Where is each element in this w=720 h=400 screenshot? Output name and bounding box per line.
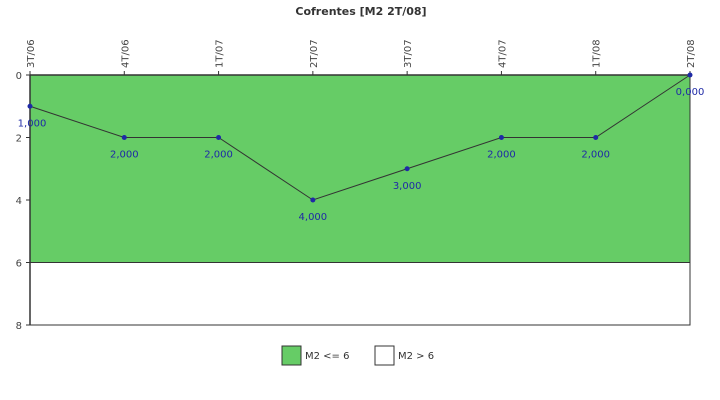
data-label: 2,000	[581, 150, 610, 161]
legend-label-le6: M2 <= 6	[305, 351, 349, 362]
legend-swatch-le6	[281, 345, 302, 366]
legend-label-gt6: M2 > 6	[398, 351, 434, 362]
x-tick-label: 2T/08	[686, 39, 697, 68]
chart-title: Cofrentes [M2 2T/08]	[295, 5, 426, 18]
x-tick-label: 2T/07	[309, 39, 320, 68]
x-tick-label: 4T/06	[120, 39, 131, 68]
data-label: 0,000	[676, 87, 705, 98]
data-label: 2,000	[204, 150, 233, 161]
legend-swatch-gt6	[374, 345, 395, 366]
x-tick-label: 1T/08	[592, 39, 603, 68]
data-point	[593, 135, 599, 140]
data-point	[216, 135, 222, 140]
data-point	[404, 166, 410, 172]
y-tick-label: 8	[16, 321, 22, 332]
x-tick-label: 1T/07	[215, 39, 226, 68]
data-label: 4,000	[299, 212, 328, 223]
band-le6	[29, 74, 691, 263]
band-gt6	[29, 262, 691, 326]
x-tick-label: 3T/06	[26, 39, 37, 68]
y-tick-label: 4	[16, 196, 22, 207]
data-label: 2,000	[487, 150, 516, 161]
data-point	[498, 135, 504, 140]
plot-area: 0 2 4 6 8 3T/06 4T/06 1T/07 2T/07 3T/07 4T/07 1T/08…	[16, 39, 705, 332]
legend: M2 <= 6 M2 > 6	[281, 345, 434, 366]
x-tick-label: 3T/07	[403, 39, 414, 68]
data-label: 3,000	[393, 181, 422, 192]
y-tick-label: 2	[16, 134, 22, 145]
data-point	[687, 72, 693, 78]
y-tick-label: 6	[16, 259, 22, 270]
data-label: 2,000	[110, 150, 139, 161]
series-line	[29, 74, 691, 201]
data-point	[121, 135, 127, 140]
y-tick-label: 0	[16, 71, 22, 82]
x-tick-label: 4T/07	[497, 39, 508, 68]
data-point	[27, 103, 33, 109]
data-label: 1,000	[18, 118, 47, 129]
data-point	[310, 197, 316, 203]
